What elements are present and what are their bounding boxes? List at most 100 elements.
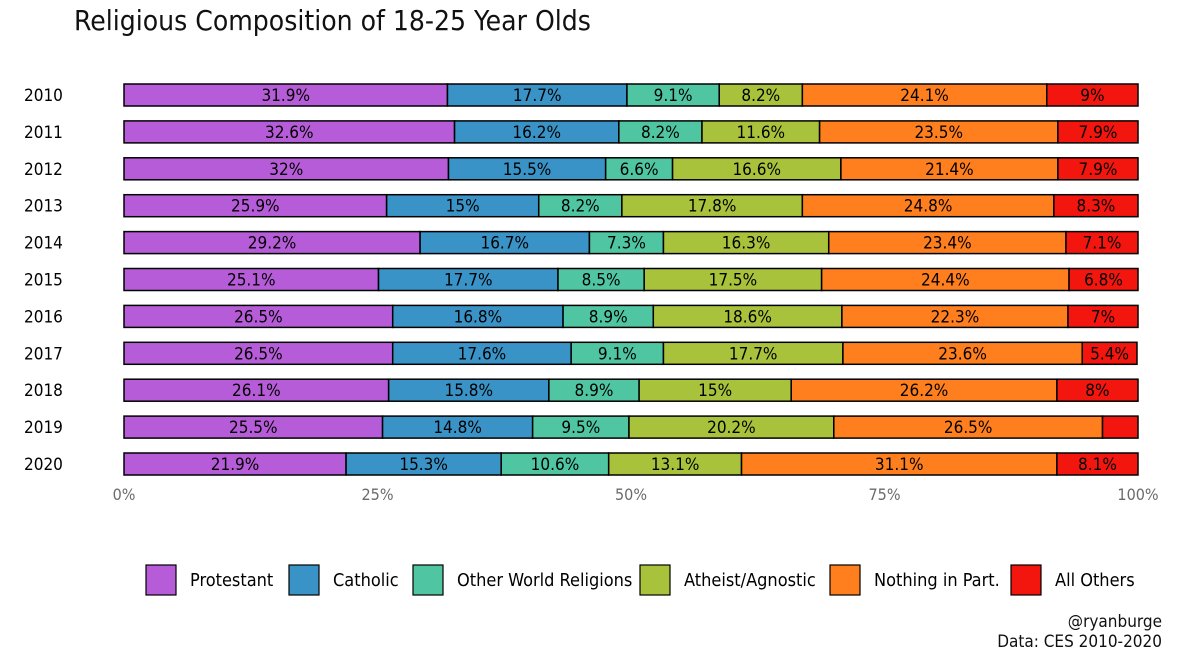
data-label-2011-2: 8.2% [641, 123, 680, 143]
data-label-2017-3: 17.7% [729, 344, 778, 364]
y-tick-label-2016: 2016 [24, 307, 63, 327]
data-label-2018-0: 26.1% [232, 381, 281, 401]
legend-swatch-5 [1010, 564, 1042, 596]
data-label-2010-0: 31.9% [261, 86, 310, 106]
y-tick-label-2010: 2010 [24, 86, 63, 106]
data-label-2012-3: 16.6% [732, 160, 781, 180]
data-label-2010-4: 24.1% [900, 86, 949, 106]
legend-swatch-0 [145, 564, 177, 596]
bar-segment-2017-5 [1081, 341, 1138, 366]
data-label-2010-1: 17.7% [513, 86, 562, 106]
data-label-2019-1: 14.8% [433, 418, 482, 438]
x-tick-label-75: 75% [869, 485, 901, 504]
y-tick-label-2015: 2015 [24, 271, 63, 291]
data-label-2013-1: 15% [446, 197, 480, 217]
x-tick-label-0: 0% [113, 485, 136, 504]
bar-segment-2016-5 [1067, 304, 1139, 329]
data-label-2017-1: 17.6% [458, 344, 507, 364]
legend: Protestant Catholic Other World Religions A… [145, 564, 1135, 596]
data-label-2010-3: 8.2% [741, 86, 780, 106]
y-tick-label-2017: 2017 [24, 344, 63, 364]
data-label-2019-4: 26.5% [944, 418, 993, 438]
x-tick-label-100: 100% [1117, 485, 1158, 504]
data-label-2014-5: 7.1% [1083, 234, 1122, 254]
data-label-2011-0: 32.6% [265, 123, 314, 143]
data-label-2010-5: 9% [1080, 86, 1104, 106]
legend-label-1: Catholic [333, 570, 399, 591]
data-label-2015-0: 25.1% [227, 271, 276, 291]
bars-layer [123, 83, 1139, 476]
y-tick-label-2020: 2020 [24, 455, 63, 475]
bar-segment-2019-5 [1101, 415, 1139, 439]
data-label-2020-0: 21.9% [211, 455, 260, 475]
bar-segment-2010-5 [1045, 83, 1139, 107]
y-tick-label-2012: 2012 [24, 160, 63, 180]
data-label-2016-0: 26.5% [234, 307, 283, 327]
data-label-2020-4: 31.1% [875, 455, 924, 475]
data-label-2019-2: 9.5% [561, 418, 600, 438]
legend-swatch-2 [412, 564, 444, 596]
data-label-2014-1: 16.7% [480, 234, 529, 254]
data-label-2018-3: 15% [698, 381, 732, 401]
y-tick-label-2018: 2018 [24, 381, 63, 401]
data-label-2019-3: 20.2% [707, 418, 756, 438]
legend-label-0: Protestant [190, 570, 273, 591]
bar-segment-2013-5 [1053, 193, 1139, 218]
data-label-2016-2: 8.9% [589, 307, 628, 327]
x-tick-label-50: 50% [615, 485, 647, 504]
data-label-2015-1: 17.7% [444, 271, 493, 291]
x-tick-label-25: 25% [362, 485, 394, 504]
data-label-2011-1: 16.2% [512, 123, 561, 143]
data-label-2012-4: 21.4% [925, 160, 974, 180]
data-label-2015-2: 8.5% [582, 271, 621, 291]
data-label-2017-0: 26.5% [234, 344, 283, 364]
data-label-2018-4: 26.2% [900, 381, 949, 401]
data-label-2020-5: 8.1% [1078, 455, 1117, 475]
legend-label-5: All Others [1055, 570, 1135, 591]
data-label-2010-2: 9.1% [654, 86, 693, 106]
bar-labels-layer: 31.9% 17.7% 9.1% 8.2% 24.1% 9% 32.6% 16.2% 8.2% 1… [211, 86, 1129, 475]
data-label-2017-2: 9.1% [598, 344, 637, 364]
x-axis: 0% 25% 50% 75% 100% [113, 485, 1159, 504]
bar-segment-2018-5 [1056, 378, 1139, 402]
data-label-2013-3: 17.8% [688, 197, 737, 217]
data-label-2013-2: 8.2% [561, 197, 600, 217]
data-label-2015-5: 6.8% [1084, 271, 1123, 291]
data-label-2016-5: 7% [1091, 307, 1115, 327]
data-label-2016-3: 18.6% [723, 307, 772, 327]
data-label-2012-0: 32% [269, 160, 303, 180]
bar-segment-2015-5 [1068, 267, 1139, 292]
data-label-2016-4: 22.3% [931, 307, 980, 327]
data-label-2011-4: 23.5% [914, 123, 963, 143]
data-label-2013-0: 25.9% [231, 197, 280, 217]
bar-segment-2012-5 [1057, 157, 1139, 181]
legend-label-3: Atheist/Agnostic [684, 570, 816, 591]
data-label-2011-3: 11.6% [737, 123, 786, 143]
data-label-2014-3: 16.3% [722, 234, 771, 254]
data-label-2012-5: 7.9% [1079, 160, 1118, 180]
data-label-2014-2: 7.3% [607, 234, 646, 254]
data-source: Data: CES 2010-2020 [997, 632, 1162, 652]
data-label-2012-1: 15.5% [503, 160, 552, 180]
y-tick-label-2013: 2013 [24, 197, 63, 217]
data-label-2017-4: 23.6% [938, 344, 987, 364]
data-label-2013-5: 8.3% [1076, 197, 1115, 217]
author-handle: @ryanburge [1067, 612, 1162, 632]
data-label-2016-1: 16.8% [454, 307, 503, 327]
data-label-2015-3: 17.5% [709, 271, 758, 291]
data-label-2011-5: 7.9% [1079, 123, 1118, 143]
bar-segment-2014-5 [1065, 230, 1139, 255]
legend-swatch-4 [829, 564, 861, 596]
y-axis: 2010 2011 2012 2013 2014 2015 2016 2017 2018 2019… [24, 86, 63, 475]
bar-segment-2011-5 [1057, 120, 1139, 144]
data-label-2013-4: 24.8% [904, 197, 953, 217]
legend-swatch-1 [288, 564, 320, 596]
data-label-2014-0: 29.2% [248, 234, 297, 254]
credit-block: @ryanburge Data: CES 2010-2020 [997, 612, 1162, 652]
y-tick-label-2011: 2011 [24, 123, 63, 143]
data-label-2015-4: 24.4% [921, 271, 970, 291]
data-label-2018-2: 8.9% [575, 381, 614, 401]
data-label-2012-2: 6.6% [620, 160, 659, 180]
data-label-2018-5: 8% [1085, 381, 1109, 401]
